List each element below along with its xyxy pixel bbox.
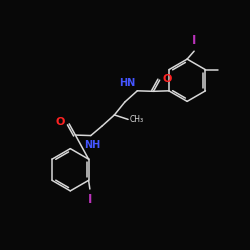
Text: HN: HN xyxy=(119,78,135,88)
Text: O: O xyxy=(163,74,172,84)
Text: CH₃: CH₃ xyxy=(129,115,144,124)
Text: O: O xyxy=(55,117,65,127)
Text: I: I xyxy=(192,34,196,48)
Text: I: I xyxy=(88,193,92,206)
Text: NH: NH xyxy=(84,140,100,150)
